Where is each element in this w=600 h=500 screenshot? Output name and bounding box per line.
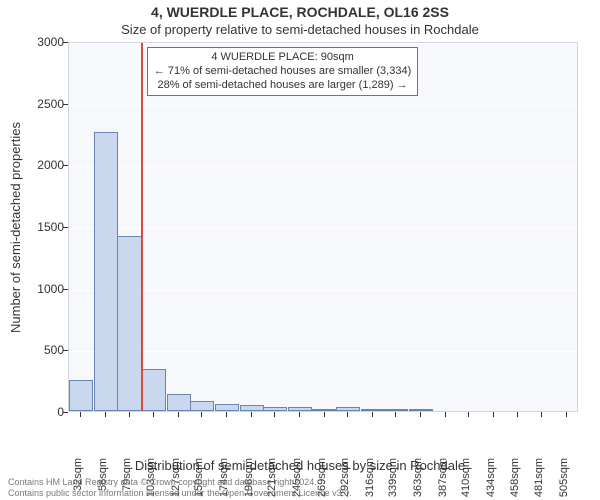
y-tick-label: 3000 [14,35,64,49]
x-tick-mark [129,412,130,417]
gridline [69,228,577,229]
y-tick-label: 1000 [14,282,64,296]
y-tick-mark [63,289,68,290]
annotation-line: 28% of semi-detached houses are larger (… [154,79,411,93]
x-tick-mark [324,412,325,417]
histogram-bar [142,369,166,411]
histogram-bar [167,394,191,411]
chart-title: 4, WUERDLE PLACE, ROCHDALE, OL16 2SS [0,4,600,20]
histogram-bar [312,409,336,411]
y-tick-label: 500 [14,343,64,357]
plot-area: 4 WUERDLE PLACE: 90sqm← 71% of semi-deta… [68,42,578,412]
x-axis-label: Distribution of semi-detached houses by … [0,458,600,473]
x-tick-mark [80,412,81,417]
annotation-line: ← 71% of semi-detached houses are smalle… [154,65,411,79]
annotation-box: 4 WUERDLE PLACE: 90sqm← 71% of semi-deta… [147,47,418,96]
y-tick-label: 1500 [14,220,64,234]
x-tick-mark [105,412,106,417]
x-tick-mark [178,412,179,417]
y-tick-mark [63,104,68,105]
gridline [69,43,577,44]
y-tick-label: 0 [14,405,64,419]
gridline [69,166,577,167]
gridline [69,351,577,352]
annotation-line: 4 WUERDLE PLACE: 90sqm [154,51,411,65]
footer-line-1: Contains HM Land Registry data © Crown c… [8,477,592,487]
y-tick-mark [63,42,68,43]
histogram-bar [240,405,264,411]
x-tick-mark [468,412,469,417]
x-tick-mark [251,412,252,417]
histogram-bar [117,236,141,411]
histogram-bar [94,132,118,411]
x-tick-mark [153,412,154,417]
x-tick-mark [274,412,275,417]
histogram-bar [190,401,214,411]
y-tick-mark [63,350,68,351]
x-tick-mark [517,412,518,417]
x-tick-mark [566,412,567,417]
y-tick-mark [63,412,68,413]
histogram-bar [361,409,385,411]
histogram-bar [384,409,408,411]
y-tick-label: 2000 [14,158,64,172]
histogram-bar [263,407,287,411]
gridline [69,105,577,106]
x-tick-mark [493,412,494,417]
x-tick-mark [445,412,446,417]
x-tick-mark [226,412,227,417]
footer-line-2: Contains public sector information licen… [8,488,592,498]
footer-attribution: Contains HM Land Registry data © Crown c… [8,477,592,498]
x-tick-mark [395,412,396,417]
x-tick-mark [420,412,421,417]
chart-container: 4, WUERDLE PLACE, ROCHDALE, OL16 2SS Siz… [0,0,600,500]
y-tick-label: 2500 [14,97,64,111]
x-tick-mark [299,412,300,417]
x-tick-mark [201,412,202,417]
histogram-bar [288,407,312,411]
histogram-bar [215,404,239,411]
chart-subtitle: Size of property relative to semi-detach… [0,22,600,37]
x-tick-mark [347,412,348,417]
x-tick-mark [372,412,373,417]
y-tick-mark [63,165,68,166]
histogram-bar [336,407,360,411]
gridline [69,290,577,291]
histogram-bar [409,409,433,411]
x-tick-mark [541,412,542,417]
property-marker-line [141,43,143,411]
y-tick-mark [63,227,68,228]
histogram-bar [69,380,93,411]
